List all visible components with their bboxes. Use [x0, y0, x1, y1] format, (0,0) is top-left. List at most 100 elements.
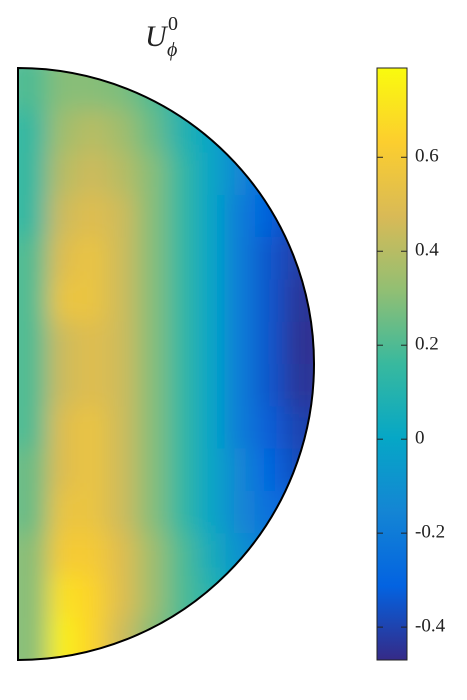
- cell: [18, 406, 49, 450]
- cell: [106, 406, 138, 450]
- cell: [195, 448, 227, 492]
- cell: [195, 364, 227, 408]
- cell: [77, 448, 108, 492]
- cell: [18, 110, 49, 154]
- cell: [254, 237, 286, 281]
- colorbar-tick-label: 0.4: [415, 240, 439, 261]
- cell: [254, 279, 286, 323]
- colorbar-tick-label: 0.6: [415, 146, 439, 167]
- cell: [166, 152, 197, 196]
- cell: [18, 575, 49, 619]
- cell: [195, 490, 227, 535]
- cell: [18, 448, 49, 492]
- cell: [166, 617, 197, 660]
- cell: [284, 575, 314, 619]
- cell: [166, 364, 197, 408]
- cell: [195, 110, 227, 154]
- cell: [18, 364, 49, 408]
- cell: [18, 152, 49, 196]
- cell: [106, 448, 138, 492]
- cell: [47, 279, 79, 323]
- cell: [77, 617, 108, 660]
- cell: [225, 364, 256, 408]
- cell: [47, 194, 79, 239]
- cell: [77, 533, 108, 577]
- cell: [77, 490, 108, 535]
- cell: [284, 533, 314, 577]
- cell: [225, 68, 256, 112]
- cell: [136, 152, 167, 196]
- cell: [18, 321, 49, 365]
- cell: [136, 321, 167, 365]
- cell: [225, 110, 256, 154]
- cell: [18, 490, 49, 535]
- cell: [166, 279, 197, 323]
- domain-outline: [17, 66, 315, 662]
- cell: [284, 194, 314, 239]
- cell: [195, 406, 227, 450]
- cell: [254, 110, 286, 154]
- cell: [136, 406, 167, 450]
- colorbar-tick-label: 0.2: [415, 334, 439, 355]
- cell: [47, 406, 79, 450]
- cell: [225, 152, 256, 196]
- cell: [47, 237, 79, 281]
- cell: [77, 110, 108, 154]
- cell: [18, 279, 49, 323]
- cell: [254, 406, 286, 450]
- cell: [166, 321, 197, 365]
- cell: [225, 575, 256, 619]
- cell: [136, 110, 167, 154]
- cell: [77, 194, 108, 239]
- cell: [106, 321, 138, 365]
- cell: [18, 533, 49, 577]
- cell: [166, 533, 197, 577]
- cell: [106, 617, 138, 660]
- cell: [106, 279, 138, 323]
- colorbar-ticks: -0.4 -0.2 0 0.2 0.4 0.6: [377, 146, 446, 636]
- cell: [166, 490, 197, 535]
- cell: [166, 237, 197, 281]
- cell: [225, 448, 256, 492]
- cell: [106, 575, 138, 619]
- cell: [254, 68, 286, 112]
- cell: [195, 194, 227, 239]
- cell: [254, 617, 286, 660]
- cell: [47, 110, 79, 154]
- colorbar-tick-label: -0.4: [415, 615, 446, 636]
- cell: [225, 406, 256, 450]
- cell: [284, 364, 314, 408]
- cell: [136, 490, 167, 535]
- cell: [284, 110, 314, 154]
- cell: [47, 68, 79, 112]
- cell: [47, 575, 79, 619]
- colorbar-tick-label: -0.2: [415, 522, 445, 543]
- cell: [77, 152, 108, 196]
- field-clip: [18, 68, 314, 660]
- cell: [254, 448, 286, 492]
- cell: [284, 321, 314, 365]
- cell: [195, 68, 227, 112]
- colorbar: [376, 67, 408, 661]
- cell: [284, 617, 314, 660]
- cell: [47, 533, 79, 577]
- cell: [195, 533, 227, 577]
- cell: [195, 152, 227, 196]
- cell: [284, 68, 314, 112]
- cell: [77, 321, 108, 365]
- cell: [195, 237, 227, 281]
- cell: [254, 575, 286, 619]
- cell: [77, 237, 108, 281]
- cell: [47, 448, 79, 492]
- cell: [47, 490, 79, 535]
- cell: [136, 448, 167, 492]
- cell: [225, 237, 256, 281]
- cell: [47, 364, 79, 408]
- cell: [254, 194, 286, 239]
- cell: [77, 364, 108, 408]
- cell: [166, 194, 197, 239]
- cell: [136, 364, 167, 408]
- cell: [225, 321, 256, 365]
